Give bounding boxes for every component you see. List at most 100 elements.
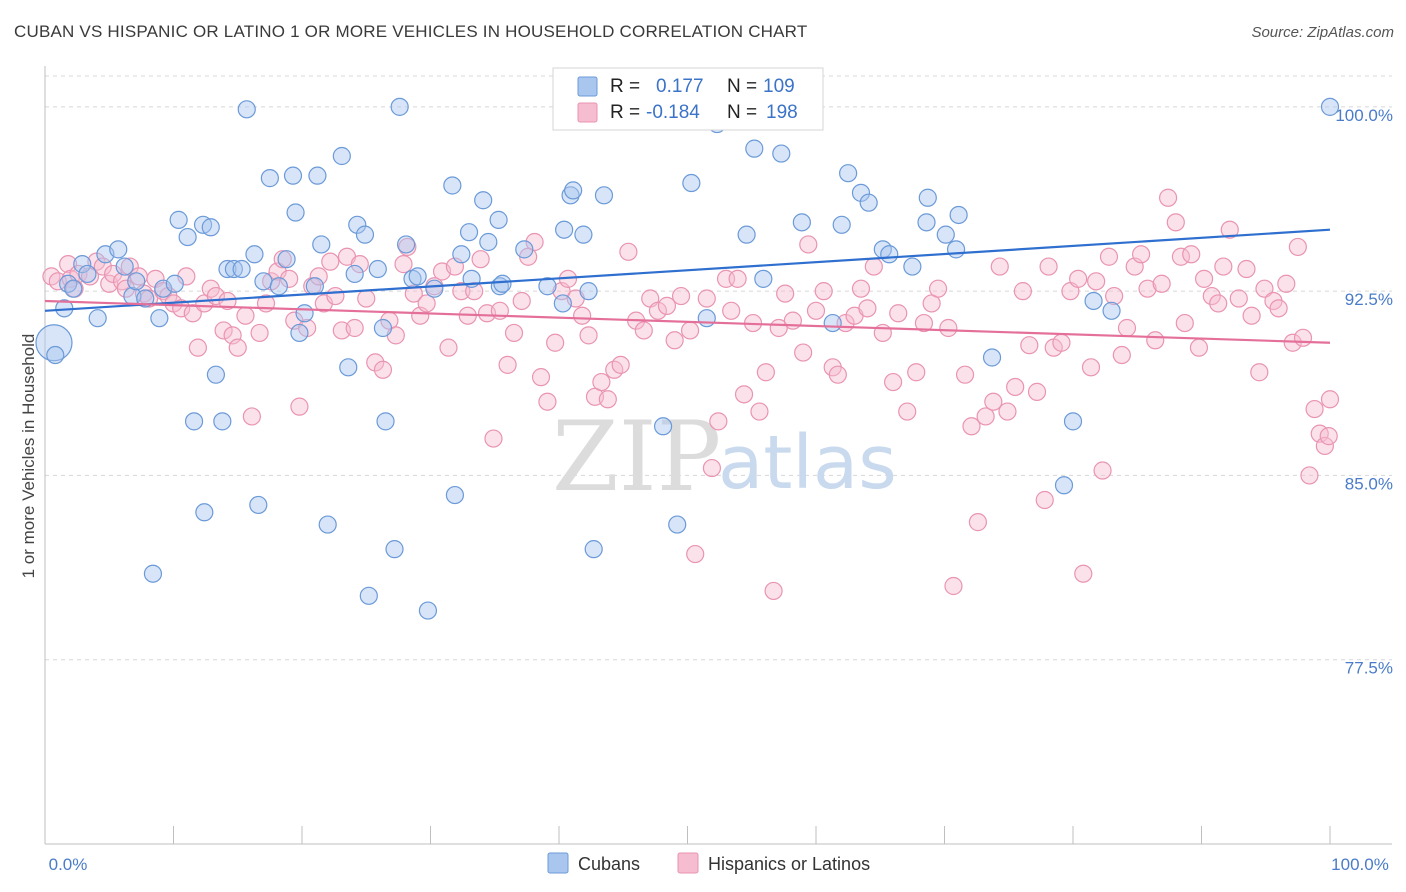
cubans-point (305, 277, 324, 296)
cubans-point (295, 304, 314, 323)
hispanic-point (498, 355, 517, 374)
hispanic-point (858, 299, 877, 318)
cubans-point (515, 240, 534, 259)
cubans-point (115, 257, 134, 276)
points-layer (35, 97, 1340, 620)
hispanic-point (1006, 377, 1025, 397)
hispanic-point (864, 257, 883, 276)
cubans-point (839, 164, 858, 183)
hispanic-point (280, 269, 299, 288)
hispanic-point (907, 363, 926, 382)
hispanic-point (218, 291, 237, 311)
cubans-point (792, 213, 811, 232)
hispanic-point (990, 257, 1009, 276)
bottom-legend-swatch-hispanic (677, 852, 699, 874)
cubans-point (949, 205, 968, 225)
hispanic-point (484, 429, 503, 448)
cubans-point (474, 191, 493, 210)
hispanic-point (290, 397, 309, 416)
cubans-point (396, 235, 416, 254)
hispanic-point (236, 306, 255, 325)
hispanic-point (366, 353, 385, 372)
hispanic-point (828, 365, 847, 384)
hispanic-point (1117, 318, 1137, 338)
cubans-point (206, 365, 226, 384)
hispanic-point (573, 306, 592, 325)
x-tick-label: 0.0% (49, 855, 88, 874)
hispanic-point (471, 250, 490, 269)
hispanic-point (1081, 358, 1101, 377)
cubans-point (127, 272, 146, 291)
hispanic-point (1288, 237, 1307, 257)
cubans-point (425, 279, 444, 298)
cubans-point (564, 181, 583, 200)
hispanic-point (697, 289, 716, 308)
cubans-point (1102, 301, 1121, 320)
hispanic-point (394, 255, 413, 274)
cubans-point (283, 166, 303, 185)
cubans-point (345, 264, 364, 284)
legend-swatch-hispanic (577, 102, 598, 123)
cubans-point (260, 169, 279, 188)
hispanic-point (1320, 390, 1340, 409)
cubans-point (489, 210, 508, 229)
cubans-point (445, 485, 465, 505)
hispanic-point (806, 301, 826, 320)
hispanic-point (1138, 279, 1157, 298)
hispanic-point (309, 267, 328, 286)
hispanic-point (579, 326, 598, 345)
hispanic-point (538, 392, 557, 411)
hispanic-point (250, 323, 269, 343)
hispanic-point (648, 301, 668, 320)
hispanic-point (1202, 286, 1221, 306)
hispanic-point (883, 372, 903, 392)
cubans-point (538, 277, 557, 296)
hispanic-point (1220, 220, 1239, 239)
bottom-legend-cubans: Cubans (578, 854, 640, 874)
hispanic-point (634, 321, 653, 340)
hispanic-point (968, 513, 988, 532)
watermark: ZIP atlas (552, 401, 897, 513)
cubans-point (697, 309, 716, 328)
hispanic-point (1229, 289, 1248, 308)
cubans-point (745, 139, 764, 158)
cubans-point (851, 183, 871, 202)
cubans-point (290, 323, 309, 343)
cubans-point (332, 146, 351, 166)
watermark-atlas: atlas (718, 420, 897, 506)
bottom-legend-hispanic: Hispanics or Latinos (708, 854, 870, 874)
hispanic-point (350, 255, 369, 274)
hispanic-point (326, 286, 345, 306)
hispanic-point (998, 402, 1017, 421)
hispanic-point (1300, 466, 1319, 485)
hispanic-point (1013, 282, 1032, 301)
cubans-point (1054, 476, 1074, 495)
cubans-point (859, 193, 878, 212)
hispanic-point (764, 581, 783, 601)
cubans-point (339, 358, 358, 377)
hispanic-point (1319, 427, 1338, 446)
cubans-point (682, 173, 701, 193)
cubans-point (493, 274, 512, 293)
hispanic-point (750, 402, 769, 421)
cubans-point (46, 345, 65, 365)
cubans-point (1084, 291, 1103, 311)
hispanic-point (592, 372, 611, 392)
cubans-trend-line (44, 228, 1331, 312)
hispanic-point (504, 323, 524, 343)
hispanic-point (728, 269, 747, 288)
legend-r-value-hispanic: -0.184 (646, 102, 700, 123)
hispanic-point (611, 355, 630, 374)
hispanic-point (851, 279, 871, 298)
cubans-point (373, 318, 393, 338)
hispanic-point (531, 368, 551, 387)
hispanic-point (321, 252, 340, 271)
legend-n-value-hispanic: 198 (766, 102, 798, 123)
cubans-point (232, 259, 251, 279)
hispanic-point (686, 544, 705, 564)
legend-n-label-cubans: N = (727, 76, 757, 97)
hispanic-point (1250, 363, 1269, 382)
cubans-point (312, 235, 331, 254)
hispanic-point (1074, 564, 1093, 583)
y-tick-label: 100.0% (1335, 106, 1393, 125)
